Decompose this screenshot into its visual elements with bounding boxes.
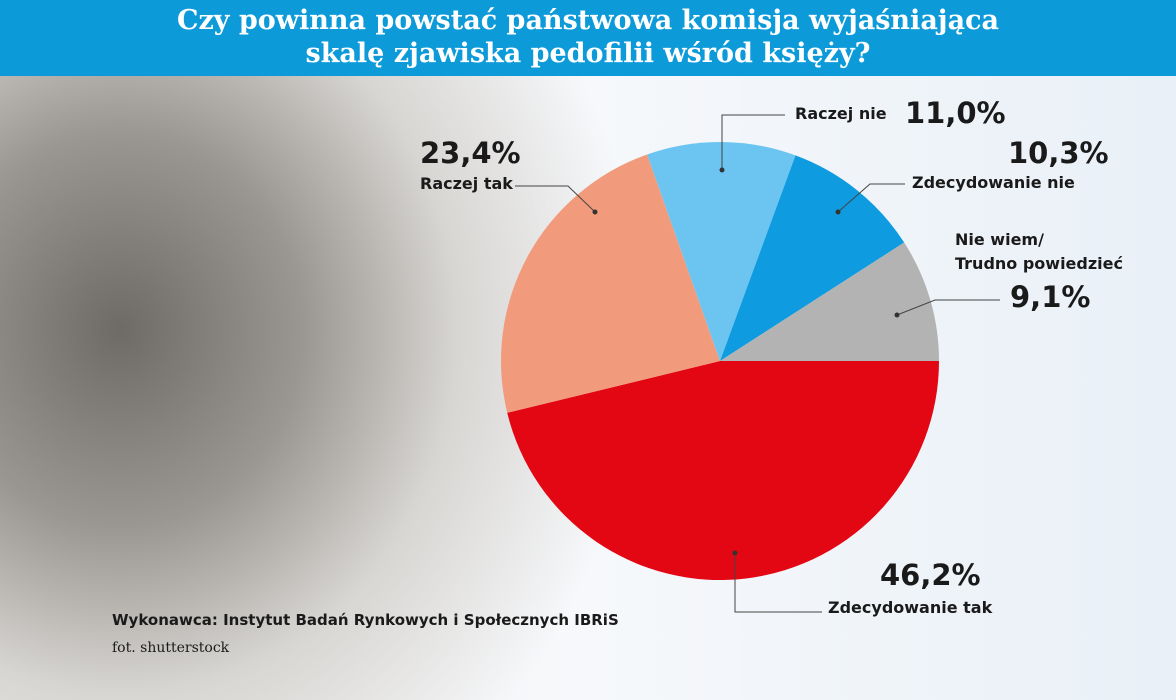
pie-slice (507, 361, 939, 580)
leader-line (896, 299, 1000, 316)
slice-label: Nie wiem/ Trudno powiedzieć (955, 230, 1123, 273)
leader-dot (894, 312, 900, 318)
value-label: 46,2% (880, 558, 981, 592)
photo-credit: fot. shutterstock (112, 640, 230, 656)
slice-label: Raczej tak (420, 174, 513, 193)
slice-label: Zdecydowanie tak (828, 598, 993, 617)
leader-dot (732, 550, 738, 556)
value-label: 10,3% (1008, 136, 1109, 170)
pie-slice (647, 142, 796, 361)
leader-dot (835, 209, 841, 215)
slice-label: Raczej nie (795, 104, 887, 123)
leader-line (837, 183, 905, 213)
chart-title: Czy powinna powstać państwowa komisja wy… (176, 5, 1000, 69)
pie-slice (501, 154, 720, 413)
value-label: 23,4% (420, 136, 521, 170)
slice-label: Zdecydowanie nie (912, 173, 1075, 192)
source: Wykonawca: Instytut Badań Rynkowych i Sp… (112, 611, 619, 629)
leader-dot (592, 209, 598, 215)
leader-dot (719, 167, 725, 173)
leader-line (721, 114, 785, 170)
pie-slice (720, 242, 939, 361)
title-band (0, 0, 1176, 76)
value-label: 11,0% (905, 96, 1006, 130)
value-label: 9,1% (1010, 280, 1091, 314)
pie-slice (720, 155, 905, 361)
leader-line (515, 185, 596, 213)
leader-line (734, 553, 822, 613)
